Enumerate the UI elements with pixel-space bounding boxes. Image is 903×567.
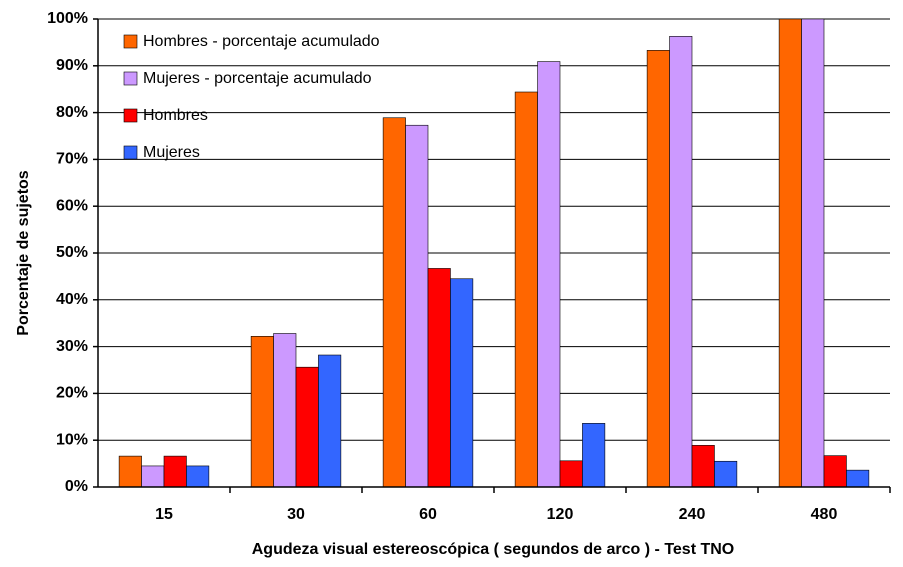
- bar: [823, 455, 847, 488]
- bar: [514, 91, 538, 488]
- y-tick-label: 30%: [56, 338, 88, 355]
- bar: [273, 333, 297, 488]
- legend-swatch: [123, 145, 138, 160]
- legend-label: Mujeres: [143, 144, 200, 161]
- bar: [118, 455, 142, 488]
- bar: [846, 469, 870, 488]
- bar: [186, 465, 210, 488]
- legend-swatch: [123, 108, 138, 123]
- bar: [801, 18, 825, 488]
- legend-label: Hombres: [143, 107, 208, 124]
- bar: [318, 354, 342, 488]
- x-tick-label: 30: [287, 506, 305, 523]
- bar: [163, 455, 187, 488]
- y-tick-label: 80%: [56, 104, 88, 121]
- y-tick-label: 60%: [56, 197, 88, 214]
- y-tick-label: 10%: [56, 431, 88, 448]
- legend-label: Mujeres - porcentaje acumulado: [143, 70, 372, 87]
- bar: [691, 445, 715, 488]
- y-tick-label: 20%: [56, 385, 88, 402]
- x-tick-label: 480: [811, 506, 838, 523]
- legend-swatch: [123, 34, 138, 49]
- y-tick-label: 0%: [65, 478, 88, 495]
- legend-swatch: [123, 71, 138, 86]
- x-tick-label: 15: [155, 506, 173, 523]
- x-axis-title: Agudeza visual estereoscópica ( segundos…: [252, 541, 735, 558]
- bar: [141, 465, 165, 488]
- x-tick-label: 60: [419, 506, 437, 523]
- bar: [250, 336, 274, 488]
- legend-label: Hombres - porcentaje acumulado: [143, 33, 380, 50]
- bar: [405, 124, 429, 488]
- x-tick-label: 240: [679, 506, 706, 523]
- y-tick-label: 50%: [56, 244, 88, 261]
- bar: [450, 278, 474, 488]
- bar: [382, 117, 406, 488]
- bar: [582, 423, 606, 488]
- y-tick-label: 100%: [47, 10, 88, 27]
- y-tick-label: 70%: [56, 151, 88, 168]
- bar: [427, 268, 451, 488]
- y-tick-label: 90%: [56, 57, 88, 74]
- y-axis-title: Porcentaje de sujetos: [15, 170, 32, 335]
- bar: [646, 50, 670, 488]
- bar: [559, 460, 583, 488]
- bar: [537, 61, 561, 488]
- y-tick-label: 40%: [56, 291, 88, 308]
- bar: [669, 36, 693, 488]
- bar: [714, 460, 738, 488]
- x-tick-label: 120: [547, 506, 574, 523]
- bar: [778, 18, 802, 488]
- bar: [295, 366, 319, 488]
